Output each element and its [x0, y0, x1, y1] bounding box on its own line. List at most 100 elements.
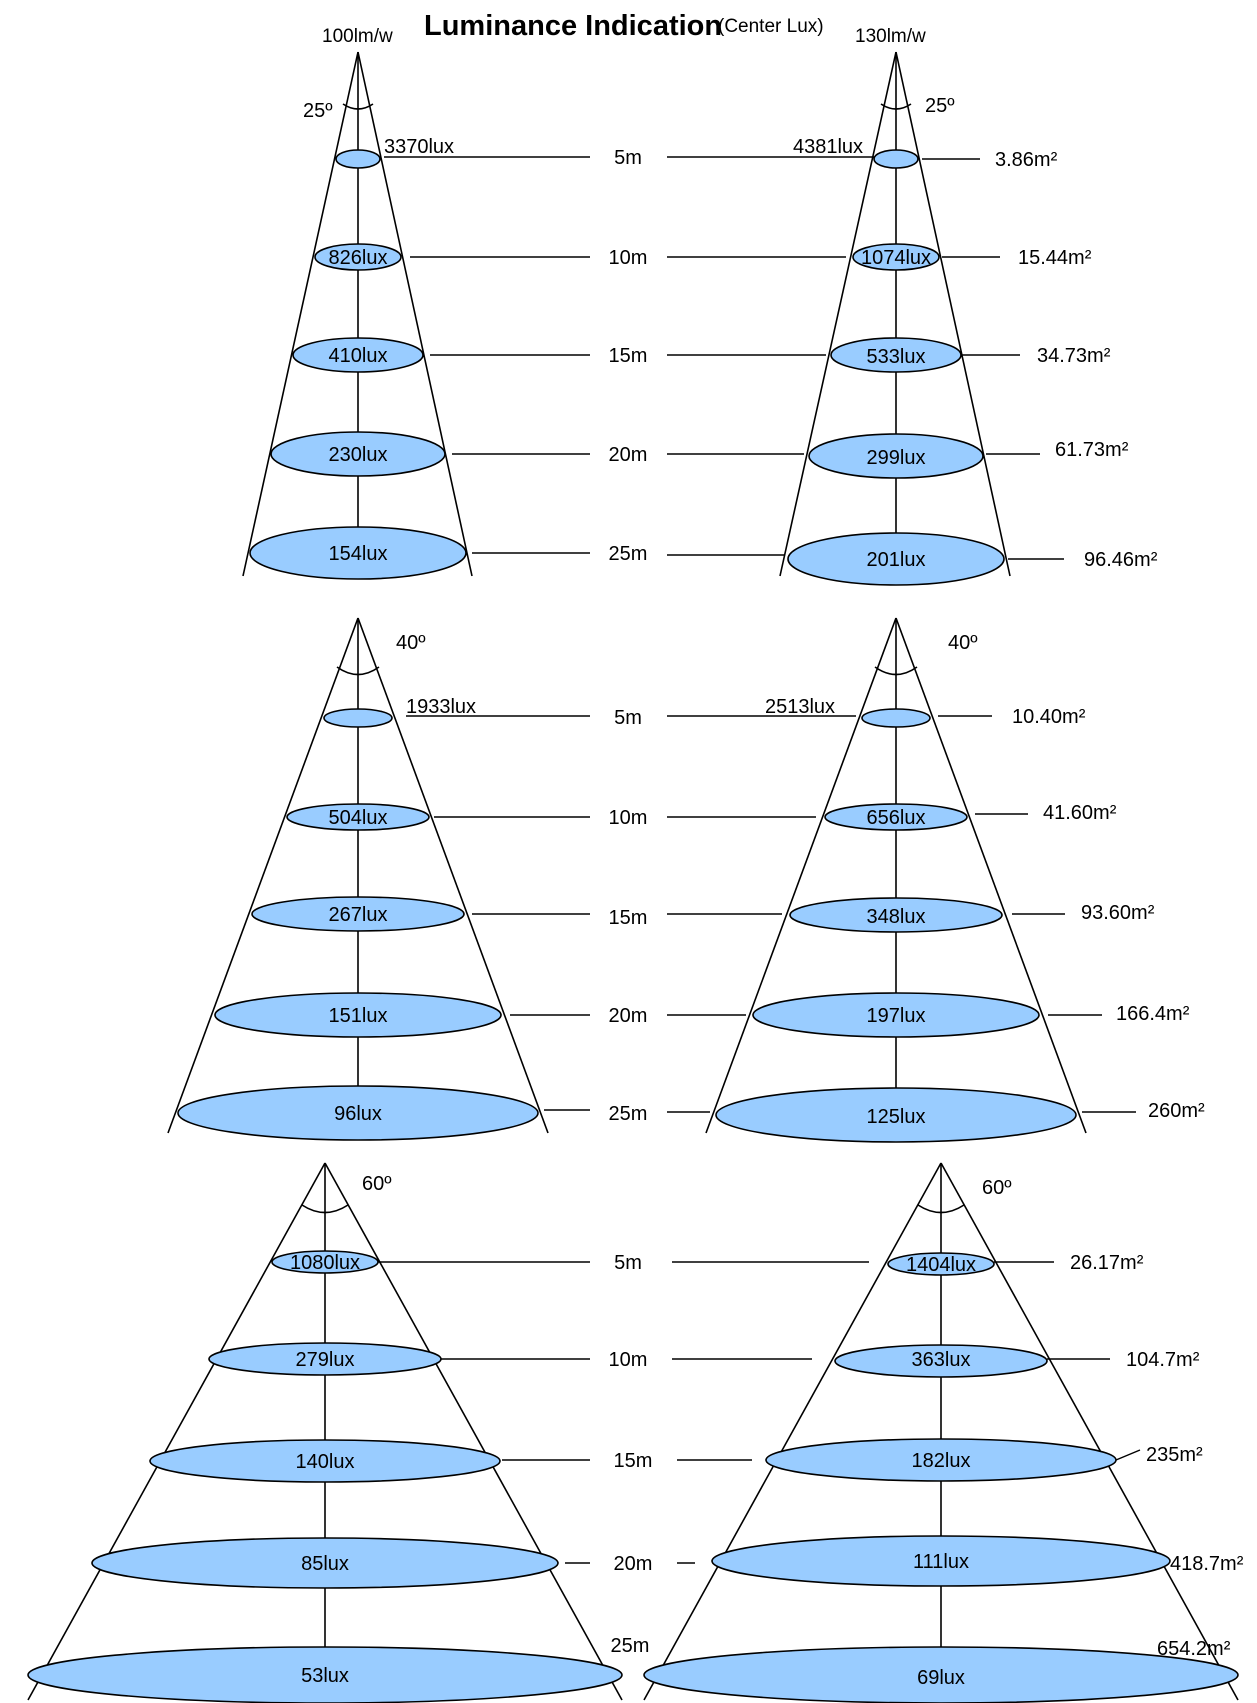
lux-value: 363lux	[912, 1349, 971, 1371]
area-value: 61.73m²	[1055, 439, 1129, 461]
distance-label: 10m	[609, 247, 648, 269]
lux-value: 53lux	[301, 1665, 349, 1687]
angle-label: 25º	[303, 100, 333, 122]
lux-value: 3370lux	[384, 136, 454, 158]
distance-label: 20m	[609, 1005, 648, 1027]
cone-edge	[357, 51, 473, 577]
lux-value: 69lux	[917, 1667, 965, 1689]
distance-label: 10m	[609, 807, 648, 829]
distance-label: 5m	[614, 1252, 642, 1274]
lux-value: 279lux	[296, 1349, 355, 1371]
title-suffix: (Center Lux)	[718, 16, 824, 37]
lux-value: 1404lux	[906, 1254, 976, 1276]
angle-label: 40º	[948, 632, 978, 654]
distance-label: 15m	[609, 345, 648, 367]
area-value: 93.60m²	[1081, 902, 1155, 924]
lux-value: 111lux	[913, 1551, 969, 1573]
lux-value: 1080lux	[290, 1252, 360, 1274]
light-spot	[323, 708, 393, 728]
area-value: 34.73m²	[1037, 345, 1111, 367]
area-value: 3.86m²	[995, 149, 1058, 171]
distance-column-40: 5m 10m 15m 20m 25m	[406, 707, 856, 1125]
cone-edge	[242, 51, 359, 577]
light-spot	[715, 1087, 1077, 1143]
distance-label: 10m	[609, 1349, 648, 1371]
area-value: 235m²	[1146, 1444, 1203, 1466]
light-spot	[149, 1439, 501, 1483]
light-spot	[787, 532, 1005, 586]
header: 100lm/w Luminance Indication (Center Lux…	[322, 10, 926, 47]
area-value: 418.7m²	[1170, 1553, 1244, 1575]
area-value: 166.4m²	[1116, 1003, 1190, 1025]
lux-value: 96lux	[334, 1103, 382, 1125]
cone-edge	[895, 51, 1011, 577]
cone-edge	[705, 617, 897, 1134]
area-value: 15.44m²	[1018, 247, 1092, 269]
angle-arc	[917, 1204, 965, 1214]
area-value: 41.60m²	[1043, 802, 1117, 824]
lux-value: 826lux	[329, 247, 388, 269]
light-spot	[292, 337, 424, 373]
lux-value: 125lux	[867, 1106, 926, 1128]
light-spot	[887, 1252, 995, 1276]
lux-value: 201lux	[867, 549, 926, 571]
area-value: 10.40m²	[1012, 706, 1086, 728]
cone-edge	[643, 1162, 942, 1701]
right-cone-60: 60º 1404lux 363lux 182lux 111lux 69lux 2…	[643, 1162, 1244, 1703]
distance-column-25: 5m 10m 15m 20m 25m	[384, 147, 876, 565]
right-cone-40: 40º 2513lux 656lux 348lux 197lux 125lux …	[705, 617, 1205, 1143]
lux-value: 151lux	[329, 1005, 388, 1027]
distance-label: 25m	[609, 543, 648, 565]
light-spot	[830, 337, 962, 373]
angle-arc	[874, 666, 918, 676]
lux-value: 85lux	[301, 1553, 349, 1575]
distance-column-60: 5m 10m 15m 20m 25m	[378, 1252, 869, 1657]
angle-label: 60º	[362, 1173, 392, 1195]
light-spot	[270, 431, 446, 477]
angle-arc	[880, 103, 912, 110]
distance-label: 20m	[609, 444, 648, 466]
angle-label: 60º	[982, 1177, 1012, 1199]
light-spot	[91, 1537, 559, 1589]
lux-value: 299lux	[867, 447, 926, 469]
lux-value: 656lux	[867, 807, 926, 829]
distance-label: 15m	[614, 1450, 653, 1472]
distance-label: 5m	[614, 147, 642, 169]
light-spot	[789, 897, 1003, 933]
light-spot	[873, 149, 919, 169]
distance-label: 15m	[609, 907, 648, 929]
lux-value: 1933lux	[406, 696, 476, 718]
light-spot	[251, 896, 465, 932]
left-cone-25: 25º 3370lux 826lux 410lux 230lux 154lux	[242, 51, 473, 580]
panel-60-degree: 60º 1080lux 279lux 140lux 85lux 53lux 5m…	[27, 1162, 1244, 1703]
light-spot	[286, 803, 430, 831]
light-spot	[852, 243, 940, 271]
light-spot	[249, 526, 467, 580]
lux-value: 140lux	[296, 1451, 355, 1473]
lux-value: 2513lux	[765, 696, 835, 718]
lux-value: 197lux	[867, 1005, 926, 1027]
panel-40-degree: 40º 1933lux 504lux 267lux 151lux 96lux 5…	[167, 617, 1205, 1143]
lux-value: 348lux	[867, 906, 926, 928]
area-value: 260m²	[1148, 1100, 1205, 1122]
lux-value: 533lux	[867, 346, 926, 368]
cone-edge	[779, 51, 897, 577]
light-spot	[834, 1344, 1048, 1378]
light-spot	[861, 708, 931, 728]
cone-edge	[167, 617, 359, 1134]
left-cone-60: 60º 1080lux 279lux 140lux 85lux 53lux	[27, 1162, 623, 1703]
lux-value: 267lux	[329, 904, 388, 926]
lux-value: 182lux	[912, 1450, 971, 1472]
light-spot	[752, 992, 1040, 1038]
cone-edge	[940, 1162, 1239, 1701]
lux-value: 504lux	[329, 807, 388, 829]
distance-label: 25m	[611, 1635, 650, 1657]
lux-value: 4381lux	[793, 136, 863, 158]
angle-arc	[342, 103, 374, 110]
cone-edge	[27, 1162, 326, 1701]
light-spot	[643, 1646, 1239, 1703]
light-spot	[27, 1646, 623, 1703]
cone-edge	[357, 617, 549, 1134]
angle-arc	[336, 666, 380, 676]
